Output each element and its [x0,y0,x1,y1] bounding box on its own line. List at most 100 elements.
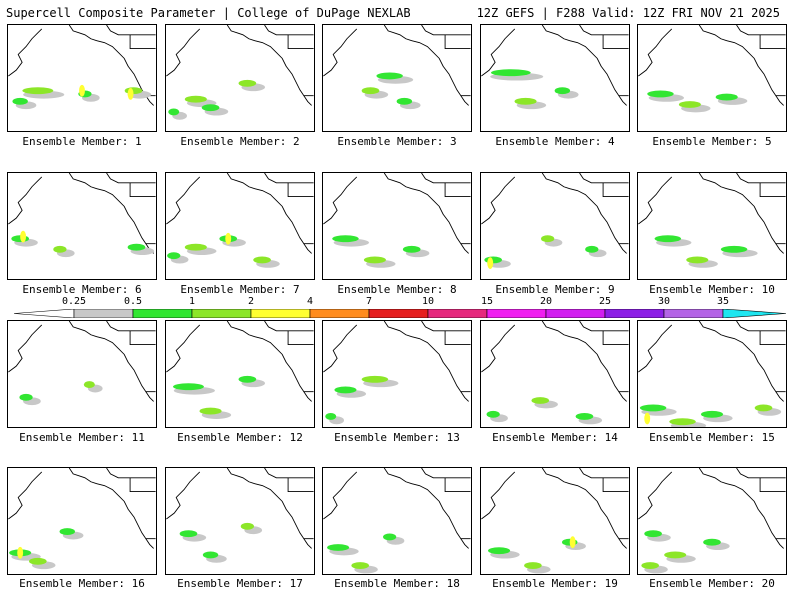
scp-green-area [334,386,357,394]
member-map [8,321,156,406]
coastline [698,25,784,106]
ensemble-member-label: Ensemble Member: 14 [492,431,618,444]
coastline [541,173,627,254]
scp-yellow-max [127,88,134,100]
colorbar-segment [309,309,370,318]
colorbar [14,309,786,318]
scp-green-area [253,256,271,264]
coastline [323,28,358,77]
colorbar-segment [604,309,665,318]
member-map [638,321,786,427]
ensemble-member-panel [322,320,472,428]
scp-green-area [531,397,550,404]
ensemble-member-label: Ensemble Member: 17 [177,577,303,590]
colorbar-tick-label: 20 [539,296,553,307]
coastline [106,173,156,184]
member-map [481,25,629,110]
coastline [481,471,516,520]
member-map [481,321,629,425]
scp-green-area [127,243,146,251]
ensemble-member-label: Ensemble Member: 5 [652,135,772,148]
coastline [68,173,154,254]
colorbar-segment [250,309,311,318]
coastline [579,25,629,36]
coastline [383,321,469,402]
ensemble-member-panel [637,24,787,132]
coastline [444,330,471,345]
coastline [736,321,786,332]
coastline [759,34,786,49]
scp-green-area [575,412,594,420]
scp-yellow-max [569,536,576,549]
coastline [638,471,673,520]
scp-green-area [639,404,667,412]
member-map [481,468,629,574]
coastline [166,176,201,225]
colorbar-tick-label: 7 [365,296,373,307]
colorbar-segment [663,309,724,318]
scp-green-area [11,235,30,243]
member-map [638,25,786,113]
scp-green-area [361,375,389,383]
scp-green-area [541,235,555,243]
ensemble-member-panel [480,24,630,132]
ensemble-member-label: Ensemble Member: 10 [649,283,775,296]
coastline [129,34,156,49]
scp-green-area [22,87,54,95]
scp-green-area [29,557,47,565]
scp-green-area [240,522,254,530]
scp-green-area [703,538,721,546]
scp-yellow-max [17,546,24,559]
scp-yellow-max [20,230,27,243]
ensemble-member-panel [7,467,157,575]
coastline [226,468,312,549]
coastline [541,25,627,106]
member-map [166,468,314,563]
ensemble-member-label: Ensemble Member: 18 [334,577,460,590]
colorbar-segment [486,309,547,318]
ensemble-member-label: Ensemble Member: 7 [180,283,300,296]
scp-green-area [361,87,380,95]
ensemble-member-panel [480,172,630,280]
coastline [106,468,156,479]
ensemble-member-label: Ensemble Member: 11 [19,431,145,444]
ensemble-member-label: Ensemble Member: 2 [180,135,300,148]
colorbar-segment [545,309,606,318]
scp-green-area [83,381,95,389]
colorbar-tick-label: 4 [306,296,314,307]
member-map [323,468,471,574]
coastline [736,25,786,36]
member-map [8,25,156,110]
ensemble-member-panel [480,320,630,428]
scp-green-area [402,245,421,253]
scp-green-area [647,90,674,98]
chart-title: Supercell Composite Parameter | College … [6,6,411,20]
coastline [736,468,786,479]
coastline [129,182,156,197]
colorbar-min-arrow [14,309,75,318]
ensemble-member-label: Ensemble Member: 12 [177,431,303,444]
member-map [323,173,471,268]
scp-green-area [184,243,207,251]
coastline [68,468,154,549]
coastline [444,182,471,197]
scp-green-area [238,375,257,383]
scp-green-area [644,530,662,538]
ensemble-member-label: Ensemble Member: 15 [649,431,775,444]
ensemble-member-panel [165,467,315,575]
coastline [8,471,43,520]
scp-green-area [654,235,682,243]
coastline [579,321,629,332]
scp-green-area [238,79,257,87]
coastline [129,477,156,492]
coastline [444,477,471,492]
scp-green-area [664,551,687,559]
scp-green-area [19,393,33,401]
coastline [383,25,469,106]
scp-green-area [678,101,701,108]
coastline [602,477,629,492]
member-map [166,173,314,268]
member-map [638,468,786,574]
coastline [638,176,673,225]
colorbar-tick-label: 15 [480,296,494,307]
